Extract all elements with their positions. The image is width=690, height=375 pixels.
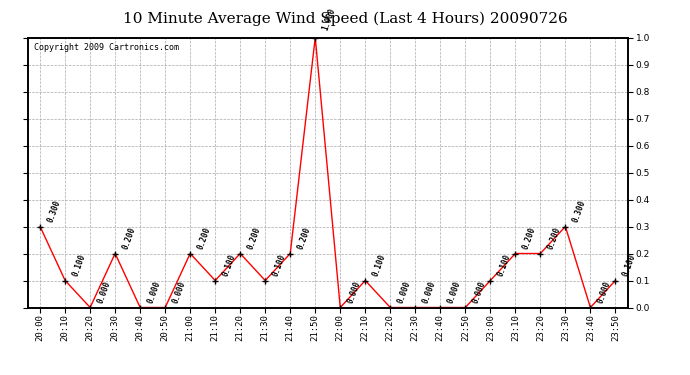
Text: 0.000: 0.000 [596,280,612,305]
Text: 0.300: 0.300 [571,199,587,224]
Text: 0.200: 0.200 [296,226,312,251]
Text: 0.000: 0.000 [146,280,162,305]
Text: 0.200: 0.200 [246,226,262,251]
Text: 0.000: 0.000 [396,280,412,305]
Text: 0.000: 0.000 [96,280,112,305]
Text: 0.100: 0.100 [496,253,512,278]
Text: 0.000: 0.000 [471,280,487,305]
Text: 0.100: 0.100 [221,253,237,278]
Text: 0.000: 0.000 [421,280,437,305]
Text: 0.100: 0.100 [270,253,287,278]
Text: 0.000: 0.000 [346,280,362,305]
Text: 0.200: 0.200 [121,226,137,251]
Text: 0.000: 0.000 [446,280,462,305]
Text: 10 Minute Average Wind Speed (Last 4 Hours) 20090726: 10 Minute Average Wind Speed (Last 4 Hou… [123,11,567,26]
Text: 0.100: 0.100 [621,253,638,278]
Text: 0.100: 0.100 [70,253,87,278]
Text: 0.300: 0.300 [46,199,62,224]
Text: 0.200: 0.200 [196,226,212,251]
Text: 1.000: 1.000 [321,7,337,32]
Text: 0.000: 0.000 [170,280,187,305]
Text: 0.200: 0.200 [546,226,562,251]
Text: Copyright 2009 Cartronics.com: Copyright 2009 Cartronics.com [34,43,179,52]
Text: 0.200: 0.200 [521,226,538,251]
Text: 0.100: 0.100 [371,253,387,278]
